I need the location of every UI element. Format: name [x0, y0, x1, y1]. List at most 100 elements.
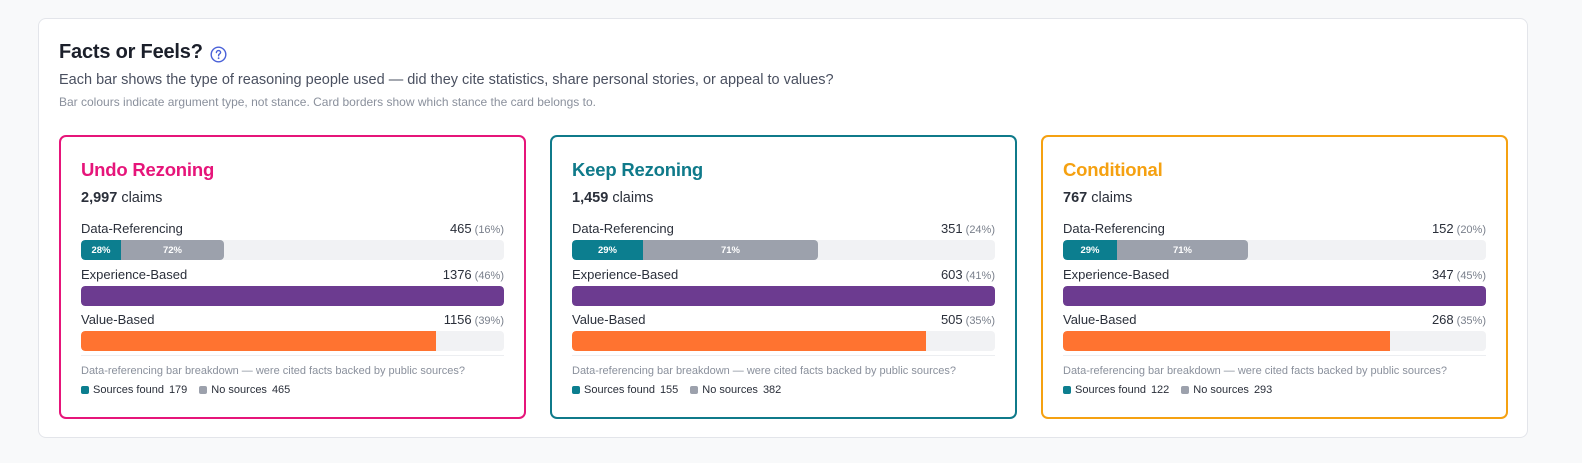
claims-number: 2,997	[81, 190, 118, 206]
legend-count: 179	[168, 384, 188, 396]
metric-value: 603 (41%)	[941, 267, 995, 282]
metric-value: 505 (35%)	[941, 312, 995, 327]
metric-label: Experience-Based	[1063, 267, 1170, 282]
metric-count: 465	[449, 221, 472, 236]
divider	[81, 355, 504, 356]
metric-percent: (45%)	[1456, 270, 1486, 282]
metric-percent: (24%)	[965, 224, 995, 236]
panel-subtitle: Each bar shows the type of reasoning peo…	[59, 72, 834, 88]
metric-label: Value-Based	[1063, 312, 1137, 327]
bar-fill-value-based	[572, 331, 926, 351]
metric-count: 152	[1431, 221, 1454, 236]
legend-label: Sources found	[584, 384, 655, 396]
metric-percent: (35%)	[965, 315, 995, 327]
metric-label: Experience-Based	[81, 267, 188, 282]
swatch-sources-found	[572, 386, 580, 394]
bar-track	[81, 331, 504, 351]
claims-number: 767	[1063, 190, 1088, 206]
legend-label: No sources	[1193, 384, 1249, 396]
metric-value-based: Value-Based 505 (35%)	[572, 312, 995, 351]
facts-or-feels-panel: Facts or Feels? Each bar shows the type …	[38, 18, 1528, 438]
metric-count: 603	[940, 267, 963, 282]
metric-percent: (16%)	[474, 224, 504, 236]
swatch-sources-found	[1063, 386, 1071, 394]
bar-track: 29% 71%	[1063, 240, 1486, 260]
bar-track	[81, 286, 504, 306]
card-title: Conditional	[1063, 159, 1163, 180]
metric-percent: (35%)	[1456, 315, 1486, 327]
help-icon[interactable]	[210, 46, 227, 63]
metric-value: 1376 (46%)	[443, 267, 504, 282]
bar-fill-experience-based	[572, 286, 995, 306]
metric-data-referencing: Data-Referencing 465 (16%) 28% 72%	[81, 221, 504, 260]
legend-sources-found: Sources found 179	[81, 384, 187, 396]
swatch-no-sources	[1181, 386, 1190, 394]
legend-label: No sources	[702, 384, 758, 396]
legend-no-sources: No sources 465	[199, 384, 290, 396]
claims-number: 1,459	[572, 190, 609, 206]
legend-count: 122	[1150, 384, 1170, 396]
metric-value: 1156 (39%)	[444, 312, 504, 327]
bar-no-sources-segment: 71%	[1117, 240, 1248, 260]
claims-suffix: claims	[121, 190, 163, 206]
metric-count: 347	[1431, 267, 1454, 282]
swatch-no-sources	[690, 386, 699, 394]
bar-sources-found-segment: 29%	[572, 240, 643, 260]
bar-track	[572, 286, 995, 306]
legend-no-sources: No sources 293	[1181, 384, 1272, 396]
breakdown-caption: Data-referencing bar breakdown — were ci…	[572, 365, 956, 377]
metric-experience-based: Experience-Based 1376 (46%)	[81, 267, 504, 306]
metric-count: 1376	[442, 267, 472, 282]
metric-percent: (20%)	[1456, 224, 1486, 236]
claims-count: 767 claims	[1063, 190, 1132, 206]
metric-value: 465 (16%)	[450, 221, 504, 236]
metric-value: 152 (20%)	[1432, 221, 1486, 236]
bar-track: 28% 72%	[81, 240, 504, 260]
title-row: Facts or Feels?	[59, 41, 227, 64]
bar-fill-experience-based	[1063, 286, 1486, 306]
bar-fill-experience-based	[81, 286, 504, 306]
swatch-no-sources	[199, 386, 208, 394]
metric-value-based: Value-Based 268 (35%)	[1063, 312, 1486, 351]
legend-sources-found: Sources found 155	[572, 384, 678, 396]
bar-track	[572, 331, 995, 351]
metric-label: Data-Referencing	[572, 221, 674, 236]
metric-experience-based: Experience-Based 603 (41%)	[572, 267, 995, 306]
card-keep-rezoning: Keep Rezoning 1,459 claims Data-Referencin…	[550, 135, 1017, 419]
breakdown-legend: Sources found 155 No sources 382	[572, 384, 793, 396]
metric-data-referencing: Data-Referencing 351 (24%) 29% 71%	[572, 221, 995, 260]
legend-label: Sources found	[1075, 384, 1146, 396]
claims-count: 2,997 claims	[81, 190, 162, 206]
claims-count: 1,459 claims	[572, 190, 653, 206]
divider	[1063, 355, 1486, 356]
legend-count: 465	[271, 384, 291, 396]
bar-track	[1063, 331, 1486, 351]
panel-title: Facts or Feels?	[59, 41, 203, 63]
metric-label: Value-Based	[572, 312, 646, 327]
metric-value-based: Value-Based 1156 (39%)	[81, 312, 504, 351]
legend-sources-found: Sources found 122	[1063, 384, 1169, 396]
metric-percent: (41%)	[965, 270, 995, 282]
bar-fill-value-based	[1063, 331, 1390, 351]
metric-percent: (46%)	[474, 270, 504, 282]
swatch-sources-found	[81, 386, 89, 394]
bar-no-sources-segment: 72%	[121, 240, 224, 260]
bar-track	[1063, 286, 1486, 306]
card-undo-rezoning: Undo Rezoning 2,997 claims Data-Referencin…	[59, 135, 526, 419]
legend-label: No sources	[211, 384, 267, 396]
breakdown-legend: Sources found 179 No sources 465	[81, 384, 302, 396]
breakdown-caption: Data-referencing bar breakdown — were ci…	[1063, 365, 1447, 377]
metric-value: 347 (45%)	[1432, 267, 1486, 282]
legend-count: 382	[762, 384, 782, 396]
claims-suffix: claims	[1091, 190, 1133, 206]
divider	[572, 355, 995, 356]
card-title: Undo Rezoning	[81, 159, 215, 180]
metric-count: 351	[940, 221, 963, 236]
metric-count: 268	[1431, 312, 1454, 327]
metric-label: Value-Based	[81, 312, 155, 327]
metric-label: Experience-Based	[572, 267, 679, 282]
bar-fill-value-based	[81, 331, 436, 351]
metric-experience-based: Experience-Based 347 (45%)	[1063, 267, 1486, 306]
panel-note: Bar colours indicate argument type, not …	[59, 95, 596, 109]
legend-label: Sources found	[93, 384, 164, 396]
